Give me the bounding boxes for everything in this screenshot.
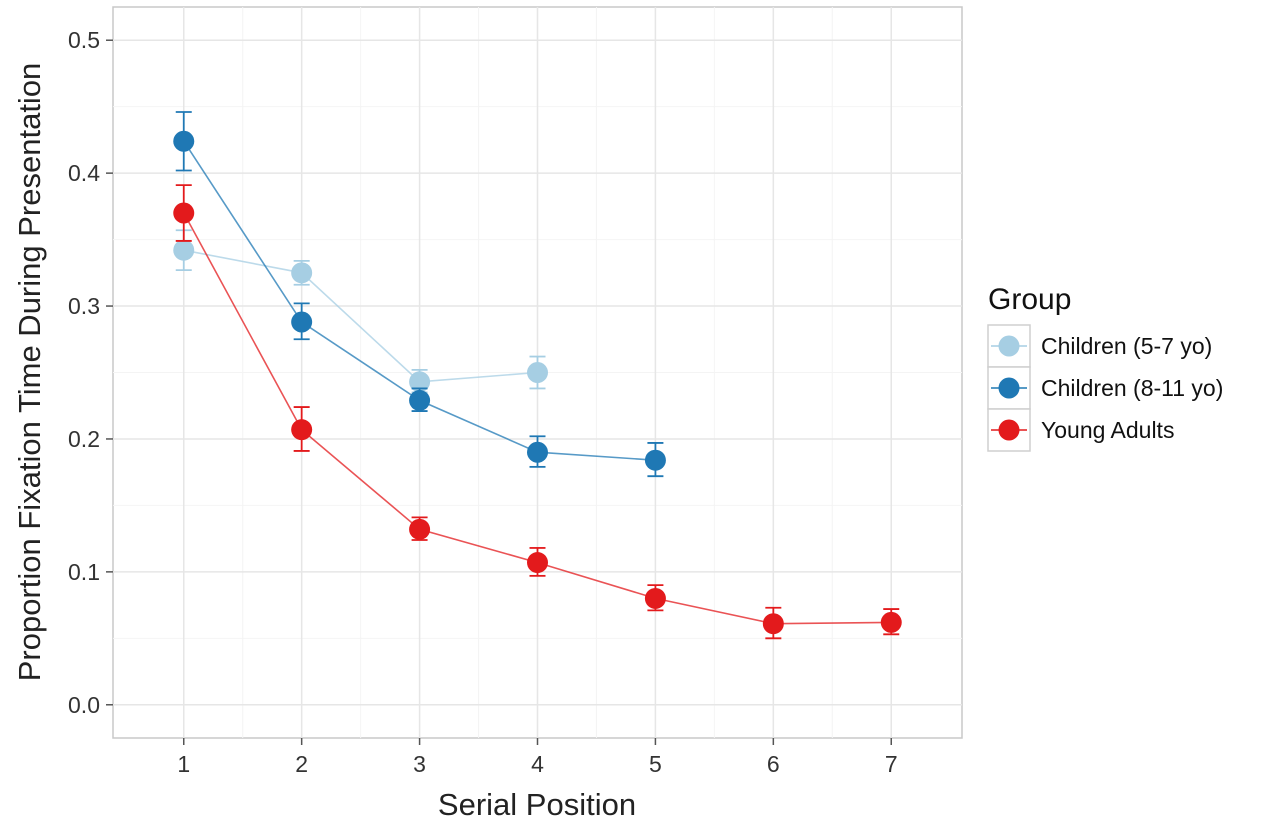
legend-item-1: Children (5-7 yo) [987, 324, 1212, 368]
legend-key-point [998, 377, 1020, 399]
y-tick-label: 0.4 [68, 160, 100, 186]
x-tick-label: 2 [295, 751, 308, 777]
legend-item-2: Children (8-11 yo) [987, 366, 1223, 410]
data-point [409, 518, 431, 540]
data-point [644, 449, 666, 471]
data-point [409, 371, 431, 393]
x-tick-label: 5 [649, 751, 662, 777]
data-point [173, 239, 195, 261]
x-tick-label: 1 [177, 751, 190, 777]
series-2 [173, 111, 666, 478]
data-point [527, 362, 548, 383]
legend-key-point [998, 419, 1020, 441]
series-1 [173, 229, 548, 394]
x-tick-label: 3 [413, 751, 426, 777]
data-point [527, 441, 548, 463]
data-point [762, 613, 784, 635]
legend-item-3: Young Adults [987, 408, 1174, 452]
legend-title: Group [988, 283, 1071, 316]
y-axis-title: Proportion Fixation Time During Presenta… [12, 63, 47, 682]
legend: Group Children (5-7 yo) Children (8-11 yo… [987, 283, 1223, 452]
data-point [291, 311, 313, 333]
x-axis-title: Serial Position [438, 787, 636, 822]
series-line [183, 249, 538, 383]
y-tick-label: 0.5 [68, 27, 100, 53]
data-point [291, 262, 313, 284]
y-tick-label: 0.2 [68, 426, 100, 452]
series-3 [173, 184, 902, 640]
series-layer [173, 111, 902, 640]
legend-keys: Children (5-7 yo) Children (8-11 yo) Young… [987, 324, 1223, 452]
x-tick-label: 7 [885, 751, 898, 777]
data-point [409, 389, 431, 411]
y-tick-label: 0.3 [68, 293, 100, 319]
legend-label: Children (5-7 yo) [1041, 333, 1212, 359]
legend-label: Young Adults [1041, 417, 1174, 443]
data-point [173, 130, 195, 152]
x-tick-label: 6 [767, 751, 780, 777]
axes: 0.0 0.1 0.2 0.3 0.4 0.5 1 2 3 4 5 6 7 [68, 27, 898, 777]
legend-key-point [998, 335, 1020, 357]
y-tick-label: 0.1 [68, 559, 100, 585]
data-point [644, 587, 666, 609]
data-point [291, 419, 313, 441]
data-point [527, 552, 548, 574]
y-tick-label: 0.0 [68, 692, 100, 718]
legend-label: Children (8-11 yo) [1041, 375, 1223, 401]
data-point [880, 611, 902, 633]
x-tick-label: 4 [531, 751, 544, 777]
data-point [173, 202, 195, 224]
